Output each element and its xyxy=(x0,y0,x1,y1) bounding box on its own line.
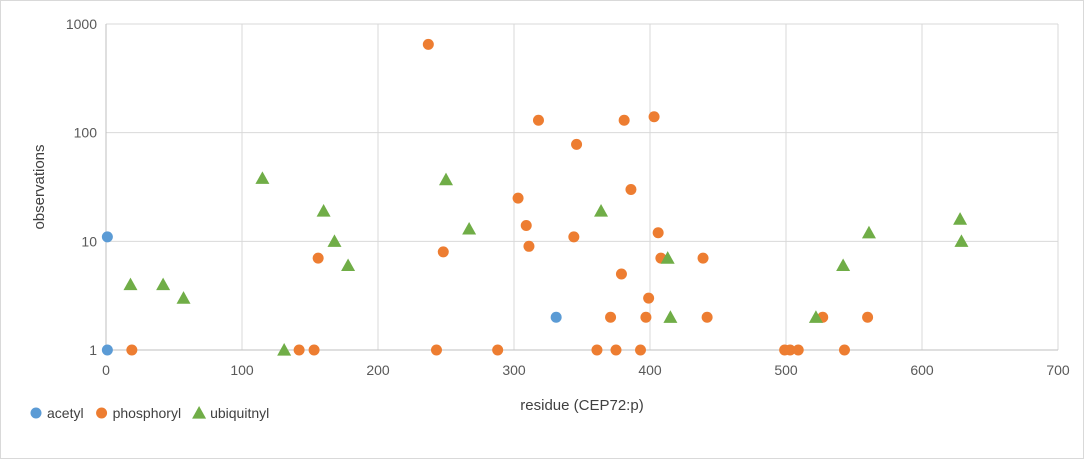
phosphoryl-point xyxy=(312,252,324,264)
legend-marker-phosphoryl xyxy=(96,407,108,419)
phosphoryl-point xyxy=(792,344,804,356)
ubiquitnyl-point xyxy=(836,258,851,272)
ubiquitnyl-point xyxy=(663,310,678,323)
phosphoryl-point xyxy=(862,311,874,323)
x-tick-label: 400 xyxy=(638,362,662,378)
phosphoryl-point xyxy=(697,252,709,264)
ubiquitnyl-point xyxy=(861,225,876,239)
acetyl-point xyxy=(101,231,113,243)
legend-item-phosphoryl: phosphoryl xyxy=(96,405,181,421)
acetyl-series xyxy=(101,231,562,356)
ubiquitnyl-point xyxy=(316,204,331,217)
legend-marker-ubiquitnyl xyxy=(192,406,207,419)
phosphoryl-point xyxy=(568,231,580,243)
phosphoryl-point xyxy=(437,246,449,258)
ubiquitnyl-point xyxy=(277,343,292,356)
ubiquitnyl-point xyxy=(660,251,675,264)
x-tick-label: 700 xyxy=(1046,362,1070,378)
phosphoryl-point xyxy=(634,344,646,356)
acetyl-point xyxy=(101,344,113,356)
phosphoryl-point xyxy=(610,344,622,356)
phosphoryl-point xyxy=(422,38,434,50)
phosphoryl-point xyxy=(523,240,535,252)
phosphoryl-point xyxy=(605,311,617,323)
x-axis-title: residue (CEP72:p) xyxy=(520,397,643,414)
phosphoryl-point xyxy=(126,344,138,356)
legend-item-ubiquitnyl: ubiquitnyl xyxy=(192,405,269,421)
x-tick-label: 500 xyxy=(774,362,798,378)
y-tick-label: 10 xyxy=(81,233,97,249)
ubiquitnyl-point xyxy=(123,277,138,291)
legend-marker-acetyl xyxy=(30,407,42,419)
x-tick-label: 100 xyxy=(230,362,254,378)
acetyl-point xyxy=(550,311,562,323)
legend-label: acetyl xyxy=(47,405,84,421)
ubiquitnyl-point xyxy=(176,291,191,304)
ubiquitnyl-point xyxy=(594,204,609,217)
phosphoryl-point xyxy=(520,219,532,231)
phosphoryl-point xyxy=(492,344,504,356)
ubiquitnyl-point xyxy=(953,212,968,225)
phosphoryl-point xyxy=(643,292,655,304)
phosphoryl-point xyxy=(532,114,544,126)
phosphoryl-point xyxy=(571,138,583,150)
legend-label: ubiquitnyl xyxy=(210,405,269,421)
phosphoryl-point xyxy=(625,183,637,195)
phosphoryl-point xyxy=(618,114,630,126)
x-tick-label: 0 xyxy=(102,362,110,378)
legend-item-acetyl: acetyl xyxy=(30,405,84,421)
y-tick-labels: 1 10 100 1000 xyxy=(66,16,97,358)
y-tick-label: 100 xyxy=(74,125,98,141)
ubiquitnyl-point xyxy=(341,258,356,272)
ubiquitnyl-point xyxy=(808,310,823,323)
phosphoryl-point xyxy=(430,344,442,356)
legend-label: phosphoryl xyxy=(113,405,182,421)
data-points xyxy=(101,38,969,356)
phosphoryl-point xyxy=(701,311,713,323)
phosphoryl-series xyxy=(126,38,874,356)
phosphoryl-point xyxy=(652,227,664,239)
ubiquitnyl-point xyxy=(156,277,171,291)
phosphoryl-point xyxy=(640,311,652,323)
x-tick-labels: 0 100 200 300 400 500 600 700 xyxy=(102,362,1070,378)
ubiquitnyl-point xyxy=(439,172,453,186)
phosphoryl-point xyxy=(293,344,305,356)
phosphoryl-point xyxy=(838,344,850,356)
x-tick-label: 200 xyxy=(366,362,390,378)
gridlines xyxy=(106,23,1059,350)
axes xyxy=(105,24,1058,351)
phosphoryl-point xyxy=(784,344,796,356)
y-tick-label: 1 xyxy=(89,342,97,358)
ubiquitnyl-point xyxy=(255,171,270,184)
phosphoryl-point xyxy=(591,344,603,356)
phosphoryl-point xyxy=(615,268,627,280)
y-axis-title: observations xyxy=(31,144,48,229)
ubiquitnyl-point xyxy=(327,234,342,247)
ubiquitnyl-series xyxy=(123,171,969,356)
x-tick-label: 300 xyxy=(502,362,526,378)
y-tick-label: 1000 xyxy=(66,16,97,32)
x-tick-label: 600 xyxy=(910,362,934,378)
legend: acetyl phosphoryl ubiquitnyl xyxy=(30,405,269,421)
phosphoryl-point xyxy=(308,344,320,356)
phosphoryl-point xyxy=(512,192,524,204)
phosphoryl-point xyxy=(648,111,660,123)
ubiquitnyl-point xyxy=(954,234,969,247)
ubiquitnyl-point xyxy=(462,221,477,235)
